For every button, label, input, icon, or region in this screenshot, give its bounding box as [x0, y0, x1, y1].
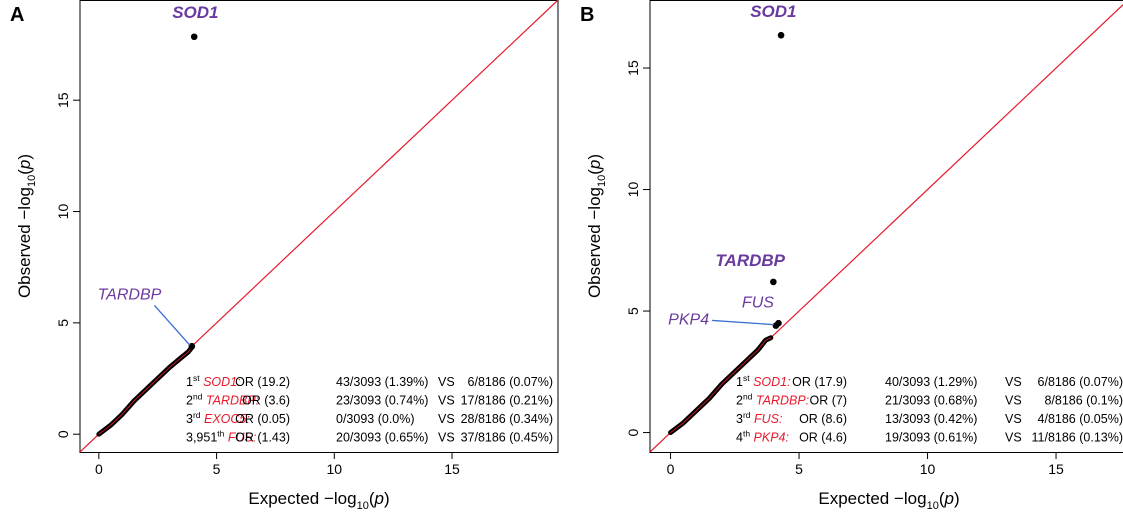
- stats-row-2-control: 8/8186 (0.1%): [1044, 394, 1123, 408]
- y-tick-label: 0: [55, 430, 71, 438]
- stats-row-1-case: 40/3093 (1.29%): [885, 375, 977, 389]
- stats-row-4-rank: 3,951th FUS:: [186, 429, 256, 445]
- point-sod1: [190, 33, 198, 41]
- stats-row-4-case: 19/3093 (0.61%): [885, 431, 977, 445]
- y-tick-label: 10: [625, 182, 641, 198]
- x-tick-label: 5: [795, 461, 803, 477]
- point-label-sod1: SOD1: [172, 3, 218, 22]
- stats-row-3-or: OR (0.05): [235, 412, 290, 426]
- stats-row-3-control: 4/8186 (0.05%): [1038, 412, 1123, 426]
- qq-panel-a: A 0 5 10 15 0 5 10 15 Expected −log10(p) Observed…: [0, 0, 560, 514]
- stats-row-4-case: 20/3093 (0.65%): [336, 431, 428, 445]
- stats-row-3-control: 28/8186 (0.34%): [461, 412, 553, 426]
- panel-letter-b: B: [580, 4, 595, 26]
- x-tick-label: 10: [920, 461, 936, 477]
- stats-row-1-or: OR (17.9): [792, 375, 847, 389]
- bulk-points-overlay: [670, 337, 772, 433]
- stats-row-2-vs: VS: [1005, 394, 1022, 408]
- stats-row-4-vs: VS: [1005, 431, 1022, 445]
- qq-panel-b: B 0 5 10 15 0 5 10 15 Expected −log10(p) Observed…: [570, 0, 1123, 514]
- stats-row-1-vs: VS: [1005, 375, 1022, 389]
- x-tick-label: 15: [444, 461, 460, 477]
- stats-row-3-case: 0/3093 (0.0%): [336, 412, 415, 426]
- stats-row-1-case: 43/3093 (1.39%): [336, 375, 428, 389]
- stats-row-2-case: 21/3093 (0.68%): [885, 394, 977, 408]
- stats-row-2-rank: 2nd TARDBP:: [186, 392, 259, 408]
- x-tick-label: 0: [95, 461, 103, 477]
- qq-plot-b: 0 5 10 15 0 5 10 15 Expected −log10(p) Observed −…: [585, 0, 1123, 512]
- stats-row-2-or: OR (3.6): [242, 394, 290, 408]
- panel-letter-a: A: [10, 4, 25, 26]
- stats-row-2-rank: 2nd TARDBP:: [736, 392, 809, 408]
- stats-row-3-rank: 3rd EXOC5:: [186, 410, 250, 426]
- stats-row-1-rank: 1st SOD1:: [736, 373, 791, 389]
- plot-frame: [649, 0, 1123, 453]
- point-label-sod1: SOD1: [750, 2, 796, 21]
- y-tick-label: 0: [625, 428, 641, 436]
- point-label-fus: FUS: [742, 294, 774, 311]
- stats-row-4-or: OR (1.43): [235, 431, 290, 445]
- x-tick-label: 0: [667, 461, 675, 477]
- stats-row-1-control: 6/8186 (0.07%): [468, 375, 553, 389]
- point-tardbp: [770, 278, 777, 286]
- stats-row-4-or: OR (4.6): [799, 431, 847, 445]
- point-tardbp: [188, 342, 196, 350]
- y-tick-label: 5: [625, 307, 641, 315]
- stats-row-1-vs: VS: [438, 375, 455, 389]
- bulk-points-overlay: [98, 346, 193, 435]
- stats-row-2-vs: VS: [438, 394, 455, 408]
- point-sod1: [777, 31, 785, 39]
- leader-line-tardbp: [153, 305, 191, 346]
- stats-row-3-case: 13/3093 (0.42%): [885, 412, 977, 426]
- point-pkp4: [772, 322, 780, 329]
- stats-row-4-control: 37/8186 (0.45%): [461, 431, 553, 445]
- stats-row-2-case: 23/3093 (0.74%): [336, 394, 428, 408]
- stats-row-2-or: OR (7): [810, 394, 848, 408]
- x-tick-label: 15: [1048, 461, 1064, 477]
- stats-row-1-control: 6/8186 (0.07%): [1038, 375, 1123, 389]
- plot-frame: [79, 0, 559, 453]
- stats-row-3-rank: 3rd FUS:: [736, 410, 782, 426]
- stats-row-3-or: OR (8.6): [799, 412, 847, 426]
- stats-row-2-control: 17/8186 (0.21%): [461, 394, 553, 408]
- stats-row-4-control: 11/8186 (0.13%): [1032, 431, 1123, 445]
- leader-line-pkp4: [712, 319, 774, 326]
- stats-row-4-rank: 4th PKP4:: [736, 429, 789, 445]
- y-axis-title: Observed −log10(p): [585, 154, 608, 298]
- y-tick-label: 10: [55, 204, 71, 220]
- x-tick-label: 10: [327, 461, 343, 477]
- point-label-tardbp: TARDBP: [715, 251, 785, 270]
- x-axis-title: Expected −log10(p): [818, 489, 959, 512]
- stats-row-4-vs: VS: [438, 431, 455, 445]
- y-axis-title: Observed −log10(p): [15, 154, 38, 298]
- qq-plot-a: 0 5 10 15 0 5 10 15 Expected −log10(p) Observed −…: [15, 0, 559, 512]
- stats-row-3-vs: VS: [438, 412, 455, 426]
- x-axis-title: Expected −log10(p): [248, 489, 389, 512]
- point-label-pkp4: PKP4: [668, 311, 709, 328]
- stats-row-1-or: OR (19.2): [235, 375, 290, 389]
- x-tick-label: 5: [213, 461, 221, 477]
- y-tick-label: 15: [55, 92, 71, 108]
- y-tick-label: 15: [625, 60, 641, 76]
- stats-row-3-vs: VS: [1005, 412, 1022, 426]
- y-tick-label: 5: [55, 319, 71, 327]
- stats-row-1-rank: 1st SOD1:: [186, 373, 241, 389]
- point-label-tardbp: TARDBP: [98, 286, 162, 303]
